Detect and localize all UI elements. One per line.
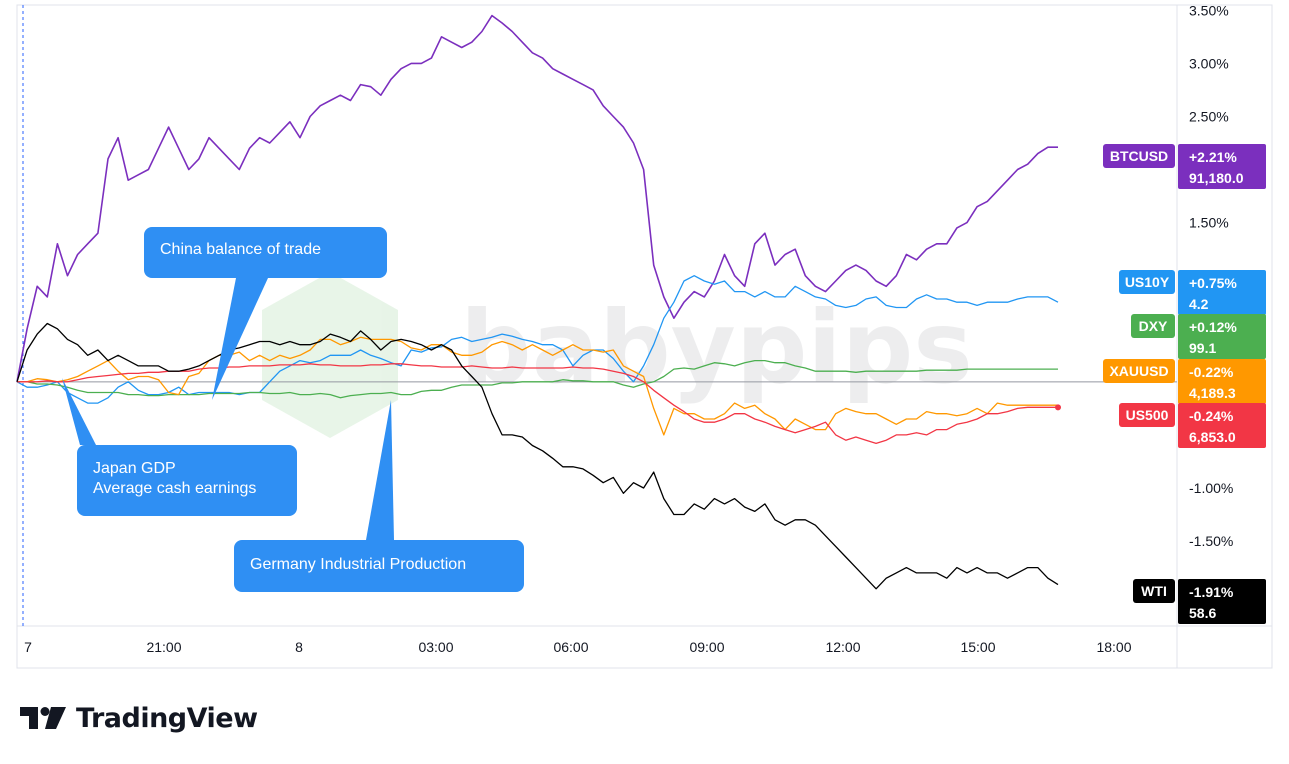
annotation-japan-gdp: Japan GDP Average cash earnings	[77, 445, 297, 516]
price-label-btcusd: BTCUSD +2.21% 91,180.0	[1103, 144, 1266, 189]
series-line-us500	[17, 363, 1058, 445]
annotation-text: Germany Industrial Production	[250, 556, 467, 573]
symbol-name: US10Y	[1125, 274, 1170, 290]
watermark: babypips	[262, 272, 973, 438]
tradingview-logo: TradingView	[20, 700, 258, 736]
y-tick-label: 2.50%	[1189, 108, 1229, 124]
price-label-xauusd: XAUUSD -0.22% 4,189.3	[1103, 359, 1266, 404]
value-badge	[1178, 403, 1266, 448]
price-label-dxy: DXY +0.12% 99.1	[1131, 314, 1266, 359]
symbol-badge	[1131, 314, 1175, 338]
price-label-wti: WTI -1.91% 58.6	[1133, 579, 1266, 624]
value-badge	[1178, 314, 1266, 359]
x-tick-label: 18:00	[1096, 639, 1131, 655]
annotation-text: China balance of trade	[160, 241, 321, 258]
last-price: 58.6	[1189, 605, 1216, 621]
series-line-wti	[16, 322, 1059, 590]
last-price: 4,189.3	[1189, 385, 1236, 401]
x-tick-label: 15:00	[960, 639, 995, 655]
percent-change: +0.12%	[1189, 319, 1237, 335]
symbol-badge	[1119, 403, 1175, 427]
tradingview-logo-text: TradingView	[76, 702, 258, 734]
callout-pointer-japan	[62, 378, 96, 445]
percent-change: -0.24%	[1189, 408, 1234, 424]
value-badge	[1178, 359, 1266, 404]
y-tick-label: 3.00%	[1189, 55, 1229, 71]
us500-last-point	[1055, 404, 1061, 411]
percent-change: -1.91%	[1189, 584, 1234, 600]
value-badge	[1178, 270, 1266, 315]
x-tick-label: 7	[24, 639, 32, 655]
symbol-badge	[1103, 359, 1175, 383]
price-label-us10y: US10Y +0.75% 4.2	[1119, 270, 1266, 315]
symbol-name: BTCUSD	[1110, 148, 1168, 164]
y-tick-label: 3.50%	[1189, 2, 1229, 18]
symbol-name: DXY	[1139, 318, 1168, 334]
value-badge	[1178, 579, 1266, 624]
series-line-btcusd	[16, 14, 1058, 382]
y-tick-label: -1.00%	[1189, 480, 1233, 496]
value-badge	[1178, 144, 1266, 189]
percent-change: +2.21%	[1189, 149, 1237, 165]
annotation-china-balance-of-trade: China balance of trade	[144, 227, 387, 278]
x-tick-label: 03:00	[418, 639, 453, 655]
last-price: 4.2	[1189, 296, 1209, 312]
percent-change: -0.22%	[1189, 364, 1234, 380]
percent-change: +0.75%	[1189, 275, 1237, 291]
tradingview-logo-icon	[20, 707, 66, 729]
symbol-name: XAUUSD	[1109, 363, 1168, 379]
last-price: 6,853.0	[1189, 429, 1236, 445]
series-line-xauusd	[17, 336, 1058, 436]
callout-pointer-germany	[366, 400, 394, 540]
x-tick-label: 21:00	[146, 639, 181, 655]
symbol-name: US500	[1126, 407, 1169, 423]
price-label-us500: US500 -0.24% 6,853.0	[1119, 403, 1266, 448]
y-tick-label: -1.50%	[1189, 533, 1233, 549]
x-tick-label: 12:00	[825, 639, 860, 655]
x-tick-label: 06:00	[553, 639, 588, 655]
callout-pointer-china	[212, 278, 268, 400]
annotation-germany-industrial-production: Germany Industrial Production	[234, 540, 524, 592]
symbol-name: WTI	[1141, 583, 1167, 599]
annotation-text: Average cash earnings	[93, 480, 257, 497]
watermark-text: babypips	[460, 289, 973, 406]
symbol-badge	[1119, 270, 1175, 294]
symbol-badge	[1133, 579, 1175, 603]
annotation-text: Japan GDP	[93, 460, 176, 477]
symbol-badge	[1103, 144, 1175, 168]
series-line-dxy	[17, 359, 1058, 399]
y-tick-label: 1.50%	[1189, 215, 1229, 231]
last-price: 99.1	[1189, 340, 1216, 356]
x-tick-label: 8	[295, 639, 303, 655]
last-price: 91,180.0	[1189, 170, 1244, 186]
x-tick-label: 09:00	[689, 639, 724, 655]
